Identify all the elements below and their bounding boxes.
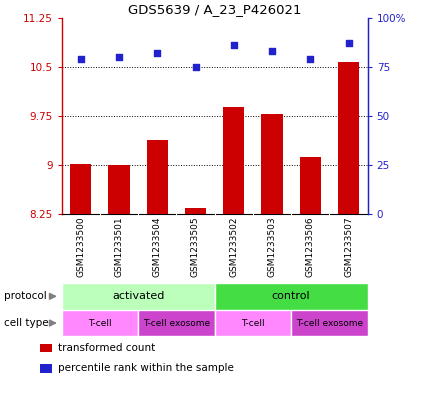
Text: GSM1233500: GSM1233500: [76, 216, 85, 277]
Bar: [70, 164, 91, 214]
Bar: [291, 310, 368, 336]
Bar: [108, 165, 130, 214]
Text: T-cell exosome: T-cell exosome: [143, 319, 210, 327]
Text: activated: activated: [112, 291, 164, 301]
Bar: [300, 157, 321, 214]
Title: GDS5639 / A_23_P426021: GDS5639 / A_23_P426021: [128, 4, 301, 17]
Bar: [147, 140, 168, 214]
Text: T-cell exosome: T-cell exosome: [296, 319, 363, 327]
Bar: [338, 62, 359, 214]
Text: percentile rank within the sample: percentile rank within the sample: [58, 364, 234, 373]
Text: GSM1233504: GSM1233504: [153, 216, 162, 277]
Bar: [62, 283, 215, 310]
Text: GSM1233503: GSM1233503: [267, 216, 277, 277]
Text: T-cell: T-cell: [88, 319, 112, 327]
Text: GSM1233506: GSM1233506: [306, 216, 315, 277]
Text: GSM1233502: GSM1233502: [229, 216, 238, 277]
Bar: [40, 344, 52, 352]
Bar: [223, 107, 244, 214]
Bar: [261, 114, 283, 214]
Text: cell type: cell type: [4, 318, 49, 328]
Text: control: control: [272, 291, 310, 301]
Point: [192, 64, 199, 70]
Point: [345, 40, 352, 46]
Point: [230, 42, 237, 48]
Point: [154, 50, 161, 56]
Text: T-cell: T-cell: [241, 319, 265, 327]
Text: transformed count: transformed count: [58, 343, 156, 353]
Bar: [138, 310, 215, 336]
Bar: [215, 283, 368, 310]
Bar: [185, 208, 206, 214]
Bar: [40, 364, 52, 373]
Point: [116, 54, 122, 60]
Text: GSM1233507: GSM1233507: [344, 216, 353, 277]
Text: GSM1233501: GSM1233501: [114, 216, 124, 277]
Point: [269, 48, 275, 54]
Text: protocol: protocol: [4, 291, 47, 301]
Point: [77, 56, 84, 62]
Bar: [62, 310, 138, 336]
Bar: [215, 310, 291, 336]
Point: [307, 56, 314, 62]
Text: GSM1233505: GSM1233505: [191, 216, 200, 277]
